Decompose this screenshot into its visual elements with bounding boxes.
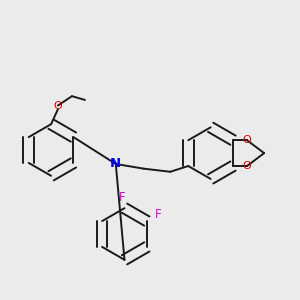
Text: O: O <box>243 135 251 145</box>
Text: F: F <box>155 208 162 221</box>
Text: F: F <box>119 191 125 204</box>
Text: O: O <box>54 100 62 110</box>
Text: O: O <box>243 161 251 171</box>
Text: N: N <box>110 158 121 170</box>
